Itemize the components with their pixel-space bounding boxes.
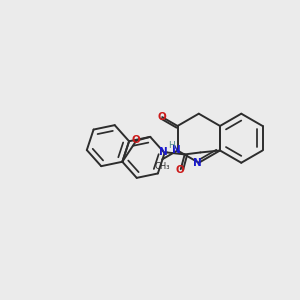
Text: N: N xyxy=(159,148,168,158)
Text: N: N xyxy=(194,158,202,168)
Text: O: O xyxy=(158,112,167,122)
Text: H: H xyxy=(169,141,175,150)
Text: O: O xyxy=(132,135,141,145)
Text: O: O xyxy=(176,165,184,175)
Text: CH₃: CH₃ xyxy=(154,162,170,171)
Text: N: N xyxy=(172,145,181,154)
